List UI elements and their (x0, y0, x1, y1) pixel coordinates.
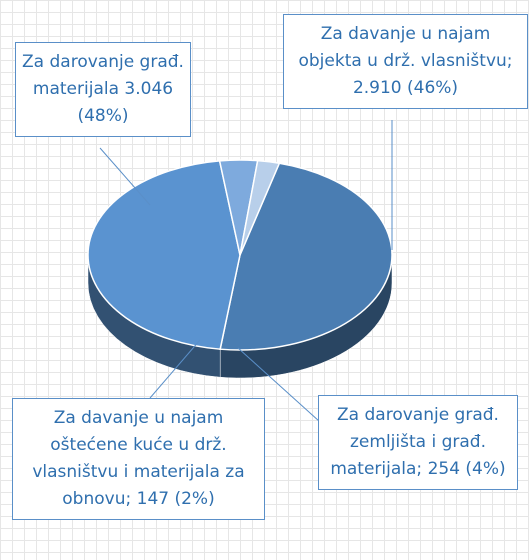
data-label: Za davanje u najam oštećene kuće u drž. … (12, 398, 265, 520)
value-label: 147 (2%) (136, 489, 215, 509)
category-label: Za darovanje građ. materijala (22, 52, 184, 99)
leader-line (149, 339, 201, 399)
category-label: Za darovanje građ. zemljišta i građ. mat… (330, 405, 499, 479)
value-label: 3.046 (48%) (77, 79, 174, 126)
slice (239, 159, 281, 256)
value-label: 254 (4%) (427, 459, 506, 479)
category-label: Za davanje u najam objekta u drž. vlasni… (298, 24, 513, 71)
data-label: Za davanje u najam objekta u drž. vlasni… (283, 14, 528, 109)
value-label: 2.910 (46%) (352, 78, 459, 98)
data-label: Za darovanje građ. zemljišta i građ. mat… (318, 395, 518, 490)
data-label: Za darovanje građ. materijala 3.046 (48%… (15, 42, 191, 137)
category-label: Za davanje u najam oštećene kuće u drž. … (32, 408, 245, 509)
slice (87, 160, 241, 350)
leader-line (99, 147, 151, 206)
slice (219, 162, 393, 351)
